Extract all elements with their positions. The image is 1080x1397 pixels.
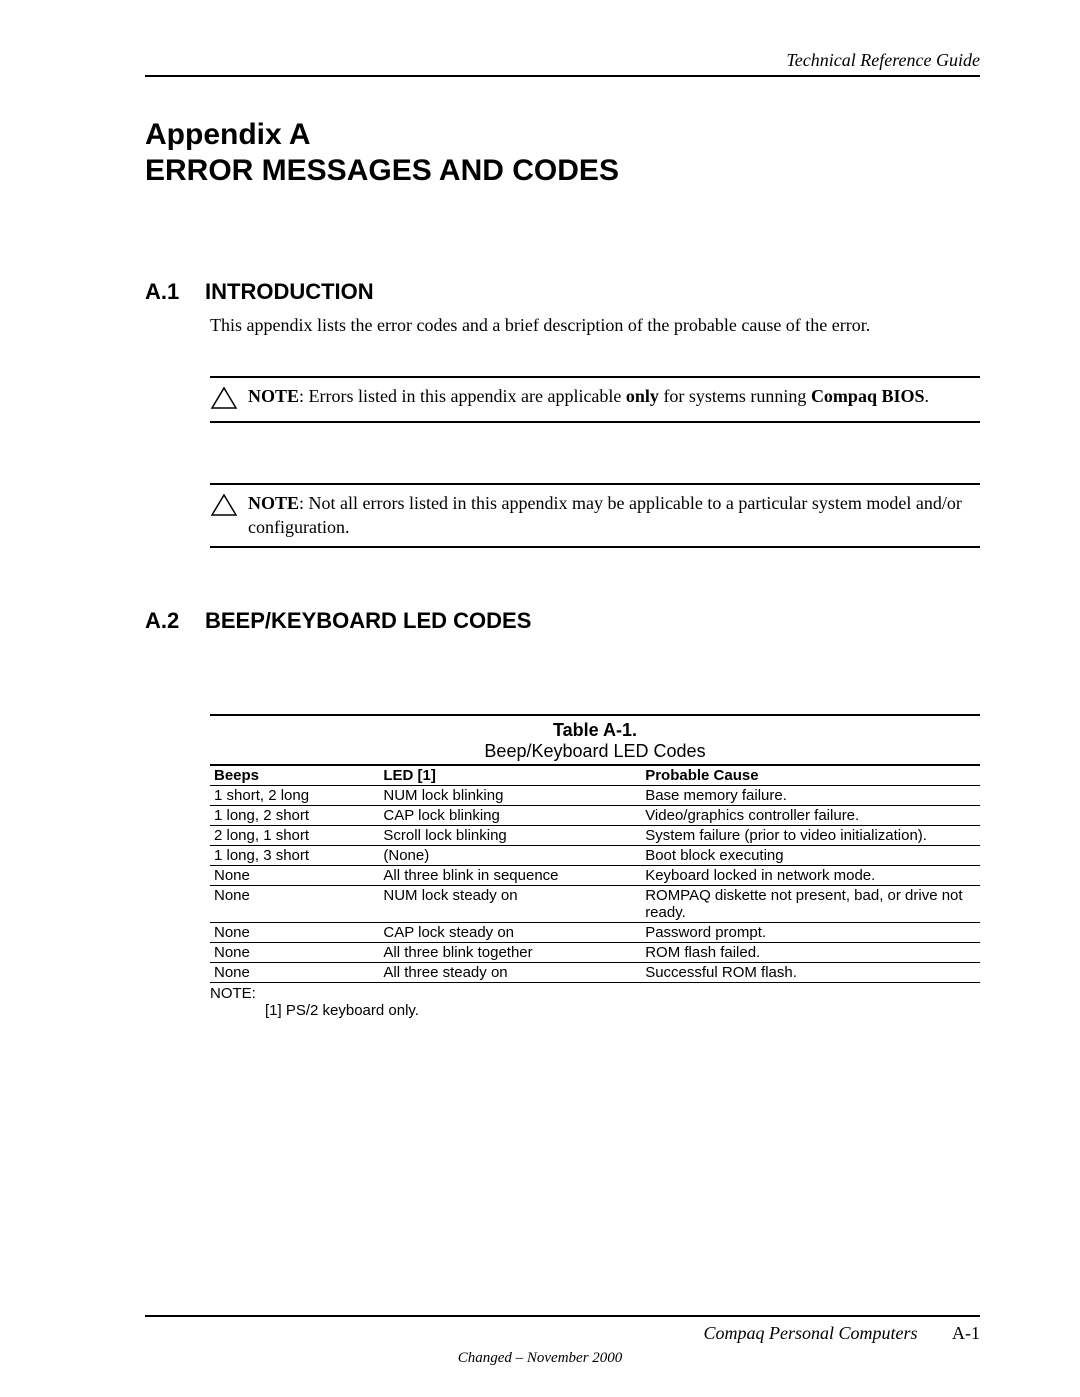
section-a2-number: A.2 [145, 608, 205, 634]
table-row: NoneNUM lock steady onROMPAQ diskette no… [210, 885, 980, 922]
table-title: Table A-1. [210, 720, 980, 741]
footer-brand: Compaq Personal Computers [703, 1323, 917, 1343]
note1-bottom-rule [210, 421, 980, 423]
title-line2: ERROR MESSAGES AND CODES [145, 153, 980, 189]
table-row: NoneAll three blink togetherROM flash fa… [210, 942, 980, 962]
codes-table: Beeps LED [1] Probable Cause 1 short, 2 … [210, 764, 980, 983]
page-footer: Compaq Personal Computers A-1 Changed – … [100, 1315, 980, 1367]
note1-label: NOTE [248, 386, 299, 406]
table-top-rule [210, 714, 980, 716]
note1-content: NOTE: Errors listed in this appendix are… [210, 378, 980, 421]
footer-line1: Compaq Personal Computers A-1 [100, 1323, 980, 1344]
appendix-title: Appendix A ERROR MESSAGES AND CODES [145, 117, 980, 189]
note1-pre: : Errors listed in this appendix are app… [299, 386, 626, 406]
warning-triangle-icon [210, 384, 242, 415]
warning-triangle-icon [210, 491, 242, 522]
note2-text: NOTE: Not all errors listed in this appe… [248, 491, 980, 540]
note2-bottom-rule [210, 546, 980, 548]
table-row: NoneAll three blink in sequenceKeyboard … [210, 865, 980, 885]
footer-page: A-1 [952, 1323, 980, 1343]
table-subtitle: Beep/Keyboard LED Codes [210, 741, 980, 762]
table-row: 1 short, 2 longNUM lock blinkingBase mem… [210, 785, 980, 805]
note1-text: NOTE: Errors listed in this appendix are… [248, 384, 929, 408]
section-a2-title: BEEP/KEYBOARD LED CODES [205, 608, 531, 633]
col-cause: Probable Cause [641, 765, 980, 786]
table-note-label: NOTE: [210, 985, 980, 1002]
page: Technical Reference Guide Appendix A ERR… [0, 0, 1080, 1397]
note2-content: NOTE: Not all errors listed in this appe… [210, 485, 980, 546]
note1-bold2: Compaq BIOS [811, 386, 925, 406]
title-line1: Appendix A [145, 117, 980, 153]
section-a1-number: A.1 [145, 279, 205, 305]
table-a1: Table A-1. Beep/Keyboard LED Codes Beeps… [210, 714, 980, 1019]
footer-rule [145, 1315, 980, 1317]
footer-changed: Changed – November 2000 [100, 1350, 980, 1367]
table-row: 1 long, 3 short(None)Boot block executin… [210, 845, 980, 865]
header-rule [145, 75, 980, 77]
section-a1-body: This appendix lists the error codes and … [210, 315, 980, 336]
table-row: 1 long, 2 shortCAP lock blinkingVideo/gr… [210, 805, 980, 825]
section-a2-heading: A.2BEEP/KEYBOARD LED CODES [145, 608, 980, 634]
note1-mid: for systems running [659, 386, 811, 406]
table-note-text: [1] PS/2 keyboard only. [265, 1002, 980, 1019]
col-beeps: Beeps [210, 765, 379, 786]
note1-post: . [924, 386, 929, 406]
note-block-1: NOTE: Errors listed in this appendix are… [210, 376, 980, 423]
table-body: 1 short, 2 longNUM lock blinkingBase mem… [210, 785, 980, 982]
table-row: NoneCAP lock steady onPassword prompt. [210, 922, 980, 942]
table-row: NoneAll three steady onSuccessful ROM fl… [210, 962, 980, 982]
section-a1-heading: A.1INTRODUCTION [145, 279, 980, 305]
table-row: 2 long, 1 shortScroll lock blinkingSyste… [210, 825, 980, 845]
table-header-row: Beeps LED [1] Probable Cause [210, 765, 980, 786]
header-right: Technical Reference Guide [100, 50, 980, 71]
section-a1-title: INTRODUCTION [205, 279, 374, 304]
col-led: LED [1] [379, 765, 641, 786]
note2-body: : Not all errors listed in this appendix… [248, 493, 962, 537]
note2-label: NOTE [248, 493, 299, 513]
note-block-2: NOTE: Not all errors listed in this appe… [210, 483, 980, 548]
note1-bold1: only [626, 386, 659, 406]
